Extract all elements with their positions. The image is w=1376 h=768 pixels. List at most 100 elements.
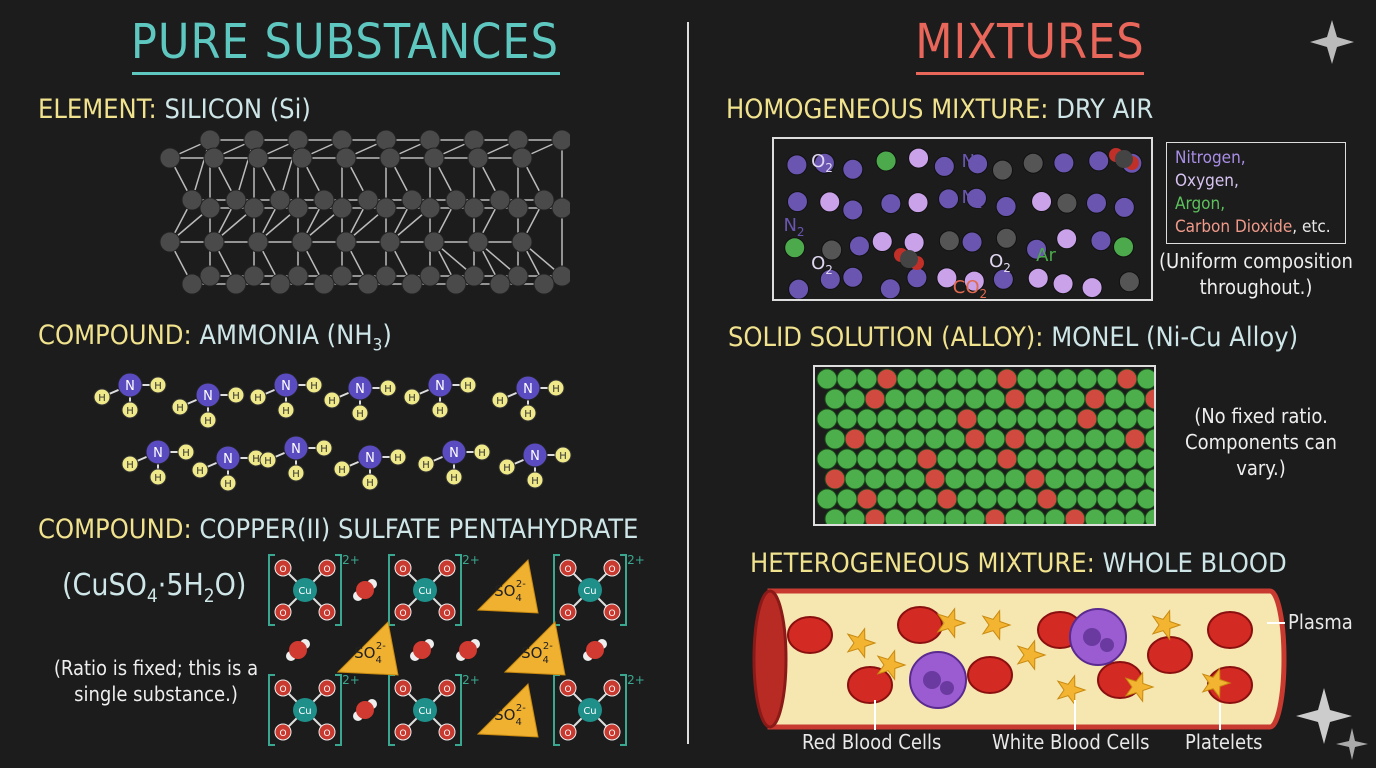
platelet [846, 627, 877, 659]
hydrogen-atom [519, 404, 537, 422]
nickel-atom [1024, 508, 1046, 524]
silicon-atom [445, 189, 467, 211]
gas-molecule [842, 158, 864, 180]
platelet [876, 649, 907, 681]
nickel-atom [836, 408, 858, 430]
nickel-atom [936, 368, 958, 390]
red-blood-cell [787, 616, 833, 654]
nickel-atom [984, 468, 1006, 490]
hydrogen-atom [333, 460, 351, 478]
sub: 2 [975, 161, 983, 175]
copper-atom [956, 408, 978, 430]
gas-molecule [966, 187, 988, 209]
copper-complex: 2+ O O O O Cu [268, 553, 360, 626]
carbon-atom [900, 250, 918, 268]
atom-label: H [204, 416, 212, 427]
platelet [936, 607, 967, 639]
nucleus [1083, 628, 1101, 646]
oxygen-atom [459, 641, 477, 659]
nickel-atom [984, 388, 1006, 410]
nickel-atom [876, 488, 898, 510]
silicon-atom [463, 197, 485, 219]
nickel-atom [1044, 428, 1066, 450]
oxygen-atom [603, 559, 621, 577]
atom-label: N [281, 379, 291, 394]
atom-label: H [338, 465, 346, 476]
oxygen-atom [438, 723, 456, 741]
sparkle-icon [1310, 20, 1354, 64]
silicon-atom [331, 130, 353, 151]
heading-label: SOLID SOLUTION (ALLOY): [728, 322, 1044, 353]
gas-molecule [842, 266, 864, 288]
gas-molecule [938, 230, 960, 252]
carbon-atom [1115, 150, 1133, 168]
hydrogen-atom [171, 398, 189, 416]
atom-label: N [125, 379, 135, 394]
monel-alloy-lattice [813, 365, 1156, 526]
oxygen-atom [356, 581, 374, 599]
nickel-atom [1144, 468, 1154, 490]
gas-molecule [819, 268, 841, 290]
hydrogen-atom [459, 376, 477, 394]
nitrogen-atom [522, 442, 548, 468]
gas-molecule [871, 231, 893, 253]
dry-air-heading: HOMOGENEOUS MIXTURE: DRY AIR [726, 94, 1153, 125]
ammonia-heading: COMPOUND: AMMONIA (NH3) [38, 320, 392, 355]
atom-label: H [254, 393, 262, 404]
atom-label: H [328, 396, 336, 407]
nickel-atom [976, 488, 998, 510]
atom-label: H [450, 473, 458, 484]
atom-label: O [608, 609, 615, 619]
sub: 2 [825, 161, 833, 175]
atom-label: Cu [418, 706, 431, 717]
blood-vessel [752, 588, 1287, 730]
hydrogen-atom [379, 379, 397, 397]
silicon-atom [375, 265, 397, 287]
oxygen-atom [394, 603, 412, 621]
hydrogen-atom [417, 455, 435, 473]
atom-label: O [443, 685, 450, 695]
water-molecule [410, 639, 434, 661]
atom-label: Cu [298, 706, 311, 717]
silicon-atom [445, 273, 467, 295]
gas-molecule [819, 191, 841, 213]
charge-label: 2+ [342, 673, 360, 687]
ammonia-molecule: H H H N [121, 439, 195, 486]
gas-molecule [1086, 192, 1108, 214]
atom-label: N [203, 389, 213, 404]
gas-molecule [1031, 191, 1053, 213]
gas-molecule [992, 268, 1014, 290]
nickel-atom [904, 508, 926, 524]
hydrogen-atom [249, 388, 267, 406]
atom-label: N [449, 446, 459, 461]
hydrogen-atom [323, 391, 341, 409]
sub: 2 [825, 263, 833, 277]
nickel-atom [856, 448, 878, 470]
silicon-atom [247, 147, 269, 169]
gas-molecule [908, 147, 930, 169]
atom-label: H [422, 460, 430, 471]
wbc-label: White Blood Cells [992, 730, 1150, 754]
silicon-atom [225, 273, 247, 295]
atom-label: H [292, 469, 300, 480]
nitrogen-atom [427, 372, 453, 398]
copper-atom [996, 368, 1018, 390]
atom-label: O [608, 729, 615, 739]
copper-complex: 2+ O O O O Cu [553, 673, 645, 746]
atom-label: N [530, 449, 540, 464]
nickel-atom [1084, 508, 1106, 524]
hydrogen-atom [177, 443, 195, 461]
atom-label: O [443, 565, 450, 575]
heading-name: WHOLE BLOOD [1102, 548, 1287, 579]
copper-sulfate-note: (Ratio is fixed; this is a single substa… [53, 656, 259, 706]
silicon-atom [419, 265, 441, 287]
nickel-atom [1016, 448, 1038, 470]
nickel-atom [816, 408, 838, 430]
nickel-atom [824, 388, 846, 410]
silicon-atom [507, 197, 529, 219]
heading-name: SILICON (Si) [164, 94, 311, 125]
oxygen-atom [586, 641, 604, 659]
silicon-atom [551, 197, 570, 219]
nickel-atom [884, 428, 906, 450]
ammonia-molecule: H H H N [93, 372, 167, 419]
